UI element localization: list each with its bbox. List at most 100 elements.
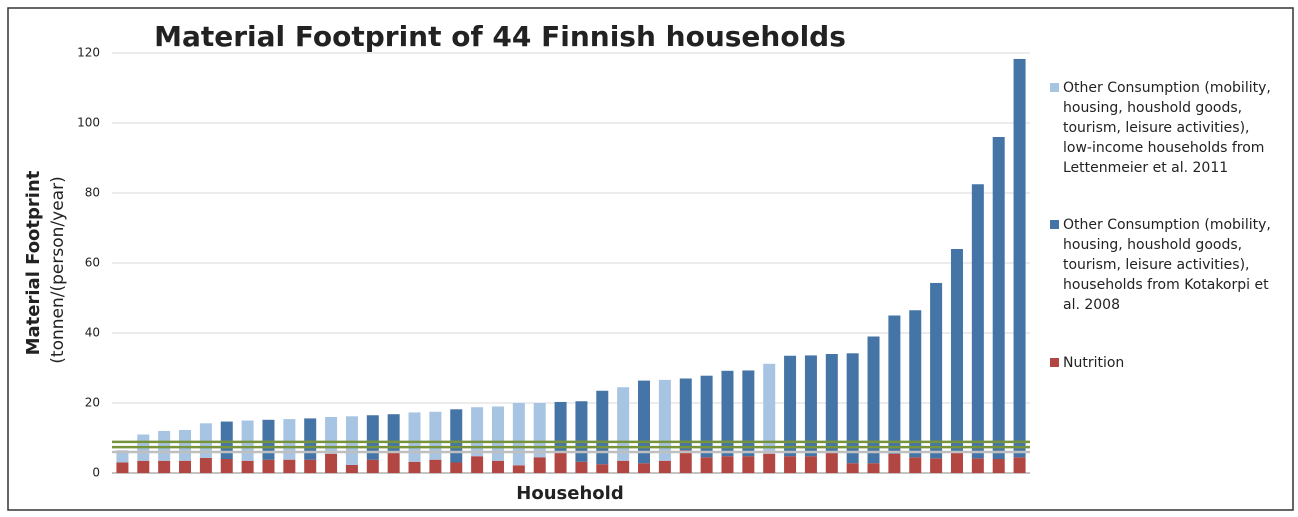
bar-segment xyxy=(700,375,713,458)
bar-segment xyxy=(888,453,901,473)
bar-segment xyxy=(846,463,859,473)
bar-segment xyxy=(512,465,525,473)
bar-segment xyxy=(491,460,504,473)
bar-segment xyxy=(262,459,275,473)
y-axis-label: Material Footprint xyxy=(23,170,44,355)
bar-segment xyxy=(116,450,129,463)
frame xyxy=(7,7,1294,511)
legend-swatch xyxy=(1050,220,1059,229)
y-tick-label: 100 xyxy=(77,116,100,130)
y-tick-label: 20 xyxy=(85,396,100,410)
bar-segment xyxy=(512,403,525,466)
bar-segment xyxy=(658,460,671,473)
bar-segment xyxy=(742,370,755,457)
legend-item: Nutrition xyxy=(1050,353,1282,373)
bar-segment xyxy=(825,451,838,473)
bar-segment xyxy=(575,461,588,473)
bar-segment xyxy=(992,459,1005,473)
bar-segment xyxy=(408,461,421,473)
bar-segment xyxy=(867,463,880,473)
bar-segment xyxy=(533,403,546,458)
legend-item: Other Consumption (mobility, housing, ho… xyxy=(1050,78,1282,178)
bar-segment xyxy=(950,249,963,452)
bar-segment xyxy=(679,378,692,451)
bar-segment xyxy=(679,450,692,473)
bar-segment xyxy=(408,412,421,462)
bar-segment xyxy=(804,355,817,457)
legend-swatch xyxy=(1050,358,1059,367)
bar-segment xyxy=(742,456,755,473)
bar-segment xyxy=(617,387,630,461)
bar-segment xyxy=(763,363,776,454)
bar-segment xyxy=(283,459,296,473)
bar-segment xyxy=(283,419,296,460)
bar-segment xyxy=(304,418,317,460)
y-tick-label: 0 xyxy=(92,466,100,480)
bar-segment xyxy=(450,409,463,463)
bar-segment xyxy=(179,460,192,473)
bar-segment xyxy=(471,456,484,473)
bar-segment xyxy=(596,464,609,473)
bar-segment xyxy=(909,457,922,473)
legend-label: Other Consumption (mobility, housing, ho… xyxy=(1063,217,1271,313)
bar-segment xyxy=(971,458,984,473)
bar-segment xyxy=(533,457,546,473)
bar-segment xyxy=(387,452,400,473)
chart-title: Material Footprint of 44 Finnish househo… xyxy=(154,20,846,53)
bar-segment xyxy=(971,184,984,459)
bar-segment xyxy=(366,415,379,460)
bar-segment xyxy=(179,429,192,461)
y-axis-sublabel: (tonnen/(person/year) xyxy=(48,176,68,363)
bar-segment xyxy=(930,458,943,473)
bar-segment xyxy=(325,453,338,473)
y-tick-label: 80 xyxy=(85,186,100,200)
bar-segment xyxy=(846,353,859,464)
bar-segment xyxy=(304,459,317,473)
bar-segment xyxy=(909,310,922,458)
bar-segment xyxy=(366,459,379,473)
bar-segment xyxy=(471,407,484,457)
legend-label: Other Consumption (mobility, housing, ho… xyxy=(1063,80,1271,176)
legend-swatch xyxy=(1050,83,1059,92)
bar-segment xyxy=(241,460,254,473)
legend-label: Nutrition xyxy=(1063,355,1125,371)
bar-segment xyxy=(825,354,838,452)
bar-segment xyxy=(137,460,150,473)
bar-segment xyxy=(804,456,817,473)
bar-segment xyxy=(220,459,233,473)
bar-segment xyxy=(888,315,901,454)
bar-segment xyxy=(867,336,880,464)
bar-segment xyxy=(784,456,797,473)
bar-segment xyxy=(429,459,442,473)
bar-segment xyxy=(450,462,463,473)
y-tick-label: 60 xyxy=(85,256,100,270)
bar-segment xyxy=(262,419,275,460)
bar-segment xyxy=(700,457,713,473)
bar-segment xyxy=(1013,58,1026,458)
bar-segment xyxy=(950,452,963,473)
bar-segment xyxy=(554,401,567,452)
bar-segment xyxy=(325,417,338,454)
bar-segment xyxy=(1013,457,1026,473)
bar-segment xyxy=(116,462,129,473)
bar-segment xyxy=(763,453,776,473)
bar-segment xyxy=(220,421,233,459)
bar-segment xyxy=(617,460,630,473)
y-tick-label: 120 xyxy=(77,46,100,60)
legend-item: Other Consumption (mobility, housing, ho… xyxy=(1050,215,1282,315)
bar-segment xyxy=(930,282,943,459)
y-tick-label: 40 xyxy=(85,326,100,340)
bar-segment xyxy=(158,460,171,473)
bar-segment xyxy=(199,457,212,473)
bar-segment xyxy=(784,355,797,457)
bar-segment xyxy=(721,370,734,457)
bar-segment xyxy=(992,137,1005,459)
bar-segment xyxy=(554,452,567,473)
bar-segment xyxy=(345,464,358,473)
bar-segment xyxy=(658,379,671,461)
x-axis-label: Household xyxy=(516,483,623,504)
bar-segment xyxy=(638,463,651,473)
bar-segment xyxy=(721,456,734,473)
